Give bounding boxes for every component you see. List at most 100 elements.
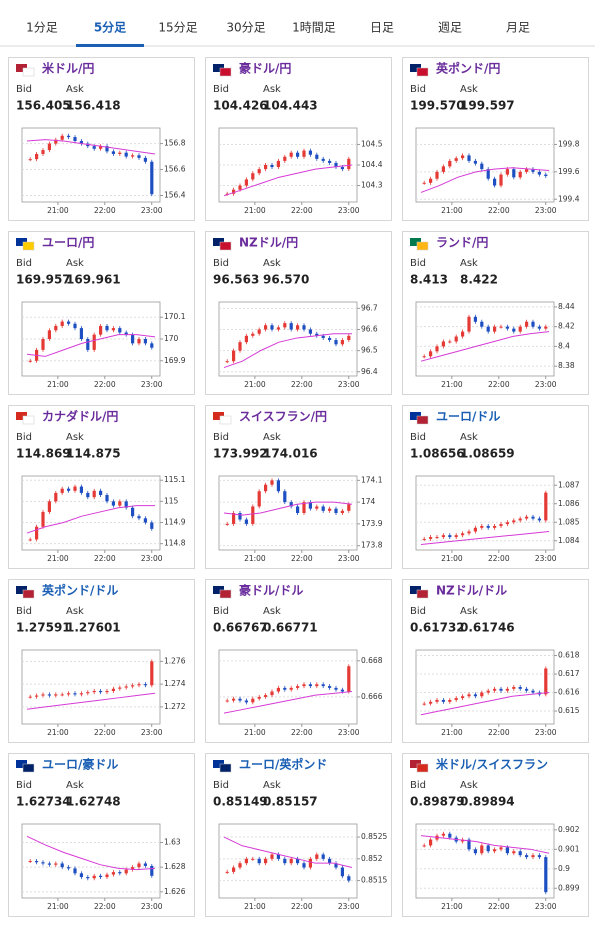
candle: [461, 331, 465, 337]
pair-name[interactable]: ユーロ/ドル: [436, 410, 500, 424]
candle: [137, 516, 141, 519]
flag: [219, 589, 232, 599]
pair-name[interactable]: ユーロ/円: [42, 236, 94, 250]
rate-panel[interactable]: NZドル/円 Bid Ask 96.563 96.570 96.4 96.5 96.6 96.7…: [205, 231, 392, 395]
candle: [448, 699, 452, 702]
chart-frame: [218, 301, 358, 377]
ask-value: 156.418: [66, 99, 121, 113]
ask-label: Ask: [460, 780, 478, 791]
ask-value: 0.66771: [263, 621, 318, 635]
pair-name[interactable]: スイスフラン/円: [239, 410, 327, 424]
candle: [270, 165, 274, 168]
candle: [251, 333, 255, 336]
candle: [537, 171, 541, 175]
bid-value: 8.413: [410, 273, 448, 287]
x-tick-label: 22:00: [291, 728, 313, 737]
candle: [41, 150, 45, 154]
bid-label: Bid: [213, 84, 229, 95]
y-tick-label: 156.6: [164, 165, 186, 174]
pair-name[interactable]: NZドル/円: [239, 236, 298, 250]
candle: [321, 506, 325, 511]
tab[interactable]: 1時間足: [292, 21, 336, 35]
pair-name[interactable]: 英ポンド/円: [436, 61, 500, 76]
tab[interactable]: 月足: [506, 21, 530, 35]
moving-average: [420, 835, 550, 854]
candle: [302, 863, 306, 868]
bid-label: Bid: [410, 432, 426, 443]
x-tick-label: 21:00: [244, 554, 266, 563]
flag: [213, 412, 224, 420]
tab[interactable]: 週足: [438, 21, 462, 35]
bid-value: 0.89879: [410, 795, 465, 809]
candle: [111, 501, 115, 506]
tab[interactable]: 30分足: [226, 21, 265, 35]
candle: [518, 687, 522, 689]
pair-name[interactable]: 米ドル/円: [42, 61, 94, 76]
candle: [41, 694, 45, 696]
y-tick-label: 1.628: [164, 862, 186, 871]
candle: [296, 858, 300, 864]
rate-panel[interactable]: ランド/円 Bid Ask 8.413 8.422 8.38 8.4 8.42 8.44 21:0…: [402, 231, 589, 395]
candle: [99, 490, 103, 496]
pair-name[interactable]: ユーロ/豪ドル: [42, 757, 118, 772]
y-tick-label: 0.9: [558, 864, 570, 873]
candle: [270, 480, 274, 485]
tab[interactable]: 5分足: [94, 20, 126, 35]
candle: [328, 508, 332, 511]
candle: [73, 693, 77, 695]
candle: [225, 361, 229, 363]
candle: [493, 688, 497, 691]
y-tick-label: 0.899: [558, 883, 580, 892]
x-tick-label: 21:00: [47, 728, 69, 737]
pair-name[interactable]: ランド/円: [436, 236, 488, 250]
y-tick-label: 0.902: [558, 825, 580, 834]
ask-value: 1.08659: [460, 447, 515, 461]
candle: [454, 158, 458, 161]
flag: [16, 586, 27, 594]
x-tick-label: 23:00: [338, 728, 360, 737]
candle: [232, 350, 236, 362]
ask-label: Ask: [66, 780, 84, 791]
candle: [328, 337, 332, 341]
flag: [416, 415, 429, 425]
pair-name[interactable]: 米ドル/スイスフラン: [436, 757, 548, 772]
pair-name[interactable]: 豪ドル/ドル: [239, 583, 303, 598]
candle: [441, 341, 445, 347]
candle: [131, 685, 135, 687]
flag: [219, 763, 232, 773]
candle: [480, 692, 484, 697]
candle: [92, 490, 96, 498]
tab[interactable]: 1分足: [26, 21, 58, 35]
pair-name[interactable]: ユーロ/英ポンド: [239, 757, 327, 772]
candle: [150, 161, 154, 195]
ask-label: Ask: [66, 84, 84, 95]
x-tick-label: 22:00: [488, 728, 510, 737]
candle: [518, 518, 522, 521]
tab[interactable]: 日足: [370, 21, 394, 35]
candle: [486, 326, 490, 332]
pair-name[interactable]: NZドル/ドル: [436, 584, 507, 598]
moving-average: [223, 501, 353, 516]
candle: [525, 688, 529, 691]
tab[interactable]: 15分足: [158, 21, 197, 35]
candle: [257, 491, 261, 507]
pair-name[interactable]: 豪ドル/円: [239, 61, 291, 76]
y-tick-label: 8.44: [558, 302, 575, 311]
pair-name[interactable]: カナダドル/円: [42, 409, 118, 424]
pair-name[interactable]: 英ポンド/ドル: [42, 583, 118, 598]
candle: [461, 696, 465, 699]
candle: [79, 486, 83, 493]
